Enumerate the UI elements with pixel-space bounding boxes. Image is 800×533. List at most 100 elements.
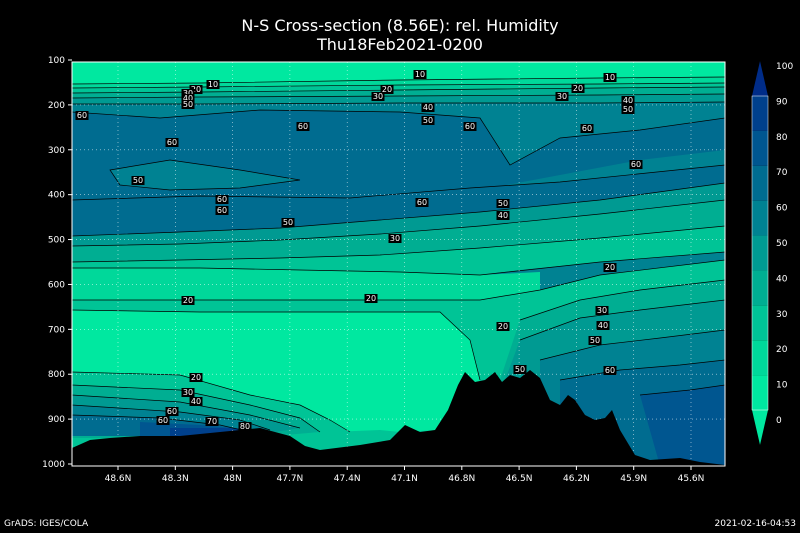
colorbar-tick-label: 10 [776,381,788,391]
contour-label-bg [415,198,429,207]
contour-label: 30 [557,92,567,101]
colorbar-tick-label: 80 [776,133,788,143]
contour-label-bg [205,417,219,426]
contour-label-bg [496,211,510,220]
colorbar-tick-label: 50 [776,239,788,249]
contour-label: 60 [298,122,308,131]
contour-label-bg [555,92,569,101]
contour-label-bg [421,103,435,112]
terrain [72,370,725,466]
band-40-50-mid [72,183,725,246]
contour-label-bg [496,322,510,331]
contour-label: 50 [183,100,193,109]
contour-label: 40 [183,94,193,103]
contour-label: 60 [158,416,168,425]
contour-label-bg [165,407,179,416]
contour-label: 30 [183,89,193,98]
colorbar-swatch [752,270,768,306]
contour-label: 50 [498,199,508,208]
y-tick-label: 500 [48,236,65,246]
x-tick-label: 45.6N [678,474,705,484]
contour-label: 20 [605,263,615,272]
contour-label: 30 [183,388,193,397]
x-tick-label: 45.9N [620,474,647,484]
contour-label: 50 [133,176,143,185]
contour-label: 20 [191,85,201,94]
colorbar-swatch [752,130,768,166]
contour-label-bg [189,397,203,406]
contour-label-bg [238,422,252,431]
contour-label: 30 [390,234,400,243]
contour-label: 50 [283,218,293,227]
y-tick-label: 300 [48,146,65,156]
band-30-40-mid [72,200,725,262]
contour-label: 50 [623,105,633,114]
contour-label-bg [131,176,145,185]
y-tick-label: 700 [48,325,65,335]
footer-credit: GrADS: IGES/COLA [4,519,89,529]
y-tick-label: 600 [48,280,65,290]
x-tick-label: 48N [224,474,242,484]
chart-subtitle: Thu18Feb2021-0200 [317,35,483,54]
contour-label-bg [596,321,610,330]
x-tick-label: 47.1N [391,474,418,484]
contour-label-bg [603,263,617,272]
contour-label-bg [189,373,203,382]
contour-label-bg [580,124,594,133]
contour-label: 10 [208,80,218,89]
contour-label: 20 [573,84,583,93]
contour-label: 10 [605,73,615,82]
colorbar-tick-label: 100 [776,62,793,72]
contour-label: 20 [191,373,201,382]
contour-label-bg [181,94,195,103]
x-tick-label: 46.5N [506,474,533,484]
y-tick-label: 900 [48,415,65,425]
contour-label-bg [421,116,435,125]
contour-label-bg [513,365,527,374]
chart-title: N-S Cross-section (8.56E): rel. Humidity [241,16,559,35]
x-tick-label: 46.2N [563,474,590,484]
contour-label-bg [181,296,195,305]
colorbar-tick-label: 20 [776,345,788,355]
colorbar-swatch [752,235,768,271]
contour-label: 20 [366,294,376,303]
y-tick-label: 800 [48,370,65,380]
contour-label-bg [206,80,220,89]
contour-label: 60 [631,160,641,169]
contour-label-bg [215,206,229,215]
colorbar-swatch [752,61,768,96]
contour-label: 70 [207,417,217,426]
contour-label-bg [75,111,89,120]
contour-label: 50 [515,365,525,374]
colorbar-tick-label: 0 [776,416,782,426]
contour-label-bg [380,85,394,94]
contour-label-bg [571,84,585,93]
contour-lines [72,76,725,433]
colorbar-frame [751,95,769,411]
contour-label-bg [189,85,203,94]
plot-frame [71,61,726,467]
y-tick-label: 400 [48,191,65,201]
contour-label: 20 [382,85,392,94]
contour-label-bg [181,388,195,397]
contour-label-bg [629,160,643,169]
contour-label-bg [281,218,295,227]
contour-label: 40 [423,103,433,112]
contour-label: 30 [597,306,607,315]
x-tick-label: 46.8N [448,474,475,484]
contour-label: 40 [191,397,201,406]
colorbar-tick-label: 90 [776,97,788,107]
contour-label-bg [621,96,635,105]
contour-label-bg [595,306,609,315]
contour-label-bg [413,70,427,79]
contour-label-bg [215,195,229,204]
x-tick-label: 48.3N [162,474,189,484]
contour-label-bg [156,416,170,425]
contour-label-bg [296,122,310,131]
contour-label-bg [588,336,602,345]
colorbar-swatch [752,340,768,376]
x-tick-label: 48.6N [105,474,132,484]
contour-label-bg [364,294,378,303]
